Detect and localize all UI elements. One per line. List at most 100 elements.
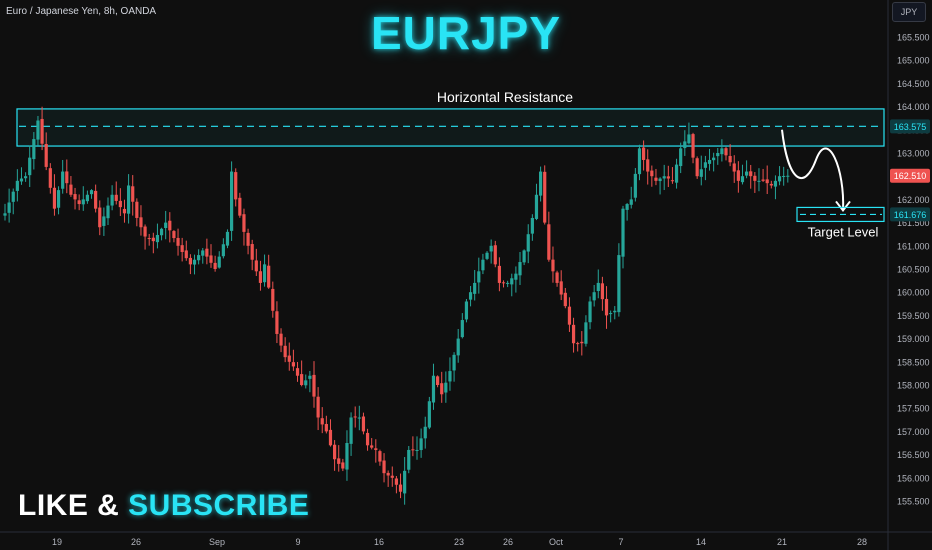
candle-body — [390, 475, 394, 478]
y-tick-label: 158.000 — [897, 381, 930, 391]
candle-body — [757, 180, 761, 182]
candle-body — [728, 156, 732, 163]
candle-body — [464, 301, 469, 320]
y-tick-label: 157.000 — [897, 427, 930, 437]
candle-body — [246, 232, 250, 246]
candle-body — [341, 462, 345, 469]
candle-body — [596, 282, 600, 292]
candle-body — [361, 416, 366, 432]
candle-body — [164, 222, 168, 229]
candle-body — [3, 213, 7, 216]
x-tick-label: 14 — [696, 537, 706, 547]
projection-arrow — [781, 129, 845, 211]
candle-body — [695, 158, 699, 177]
cta-like: LIKE & — [18, 489, 129, 522]
candle-body — [102, 216, 106, 226]
candle-body — [52, 187, 57, 209]
candle-body — [732, 163, 736, 172]
candle-body — [386, 472, 390, 476]
candle-body — [493, 245, 497, 265]
candle-body — [110, 194, 114, 206]
candle-body — [48, 168, 52, 188]
candle-body — [192, 259, 197, 265]
candle-body — [720, 148, 724, 155]
candle-body — [15, 180, 19, 191]
candle-body — [127, 185, 131, 214]
candle-body — [188, 257, 192, 265]
candle-body — [28, 157, 32, 176]
candle-body — [555, 272, 559, 283]
candle-body — [122, 208, 127, 214]
candle-body — [613, 310, 617, 313]
candle-body — [312, 374, 316, 397]
candle-body — [56, 190, 61, 208]
candle-body — [481, 259, 485, 271]
candle-body — [304, 380, 308, 386]
candle-body — [398, 484, 403, 492]
candle-body — [510, 278, 514, 285]
candle-body — [337, 458, 341, 464]
x-tick-label: Sep — [209, 537, 225, 547]
candle-body — [782, 175, 786, 178]
cta-subscribe: SUBSCRIBE — [128, 489, 310, 522]
x-tick-label: 21 — [777, 537, 787, 547]
candle-body — [217, 256, 221, 268]
candle-body — [444, 382, 448, 393]
resistance-price-badge-bg — [890, 119, 930, 134]
candle-body — [786, 175, 790, 177]
candle-body — [753, 175, 757, 181]
candle-body — [213, 262, 217, 269]
candle-body — [712, 157, 716, 161]
candle-body — [707, 159, 712, 164]
candle-body — [514, 273, 518, 280]
candle-body — [287, 355, 291, 362]
y-tick-label: 164.000 — [897, 102, 930, 112]
candle-body — [295, 368, 300, 376]
candle-body — [625, 204, 629, 210]
y-tick-label: 159.500 — [897, 311, 930, 321]
candle-body — [271, 288, 275, 311]
candle-body — [184, 250, 188, 259]
last-price-badge-bg — [890, 168, 930, 183]
candle-body — [716, 153, 720, 157]
candle-body — [436, 376, 440, 385]
candle-body — [36, 120, 40, 140]
candle-body — [740, 176, 745, 183]
candle-body — [621, 208, 625, 257]
candle-body — [769, 183, 773, 186]
y-tick-label: 160.500 — [897, 265, 930, 275]
candle-body — [551, 259, 555, 272]
candle-body — [773, 180, 778, 187]
y-tick-label: 163.000 — [897, 149, 930, 159]
candle-body — [679, 148, 683, 167]
candle-body — [234, 172, 238, 200]
candle-body — [600, 283, 604, 300]
candle-body — [530, 217, 534, 234]
target-label: Target Level — [808, 224, 879, 239]
candle-body — [209, 255, 213, 263]
y-tick-label: 164.500 — [897, 79, 930, 89]
candle-body — [506, 282, 510, 284]
candle-body — [254, 260, 258, 272]
candle-body — [674, 164, 679, 183]
resistance-price-badge: 163.575 — [894, 122, 927, 132]
x-tick-label: 26 — [131, 537, 141, 547]
y-tick-label: 156.500 — [897, 450, 930, 460]
candle-body — [501, 282, 506, 284]
candle-body — [584, 322, 588, 344]
candle-body — [365, 432, 370, 446]
candle-body — [654, 177, 658, 181]
candle-body — [106, 205, 110, 219]
candle-body — [670, 180, 675, 182]
candle-body — [567, 306, 572, 325]
candle-body — [518, 262, 522, 276]
candle-body — [267, 265, 271, 288]
candle-body — [61, 171, 65, 189]
candle-body — [324, 423, 328, 432]
candle-body — [275, 311, 279, 334]
candle-body — [543, 171, 547, 223]
candle-body — [415, 449, 419, 451]
candle-body — [77, 200, 81, 205]
currency-button[interactable]: JPY — [892, 2, 926, 22]
